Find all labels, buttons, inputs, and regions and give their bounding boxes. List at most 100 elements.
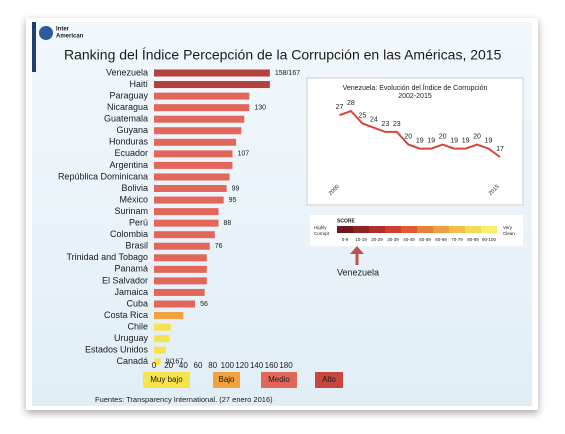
point-label: 19 <box>485 137 493 144</box>
score-left: Corrupt <box>314 231 330 236</box>
bar <box>154 92 250 100</box>
score-bin-label: 60-69 <box>435 237 447 242</box>
category-label: Chile <box>127 321 148 331</box>
value-label: 56 <box>200 301 208 308</box>
score-bin <box>401 226 417 233</box>
category-label: Venezuela <box>106 67 148 77</box>
bar <box>154 104 250 112</box>
category-label: Canadá <box>116 356 148 366</box>
point-label: 27 <box>336 104 344 111</box>
bar <box>154 115 245 123</box>
category-label: Guyana <box>116 125 148 135</box>
bar <box>154 69 270 77</box>
value-label: 95 <box>229 197 237 204</box>
x-tick-label: 20 <box>164 361 173 370</box>
category-label: Argentina <box>109 160 148 170</box>
score-bin <box>433 226 449 233</box>
category-label: Panamá <box>114 264 148 274</box>
x-tick-label: 60 <box>194 361 203 370</box>
bar <box>154 288 205 296</box>
category-label: Brasil <box>125 241 148 251</box>
score-bin <box>449 226 465 233</box>
accent-bar <box>32 22 36 72</box>
bar <box>154 173 230 181</box>
value-label: 88 <box>224 220 232 227</box>
point-label: 19 <box>416 137 424 144</box>
category-label: Ecuador <box>114 148 148 158</box>
category-label: Jamaica <box>114 287 148 297</box>
bar <box>154 323 171 331</box>
point-label: 19 <box>427 137 435 144</box>
category-label: Costa Rica <box>104 310 148 320</box>
point-label: 17 <box>496 146 504 153</box>
category-label: Paraguay <box>109 90 148 100</box>
score-bin-label: 50-59 <box>419 237 431 242</box>
score-bin-label: 10-19 <box>355 237 367 242</box>
category-label: República Dominicana <box>58 171 148 181</box>
value-label: 99 <box>232 185 240 192</box>
score-left: Highly <box>314 225 327 230</box>
score-bin-label: 80-89 <box>467 237 479 242</box>
category-label: El Salvador <box>102 275 148 285</box>
bar <box>154 277 207 285</box>
category-label: Guatemala <box>104 114 148 124</box>
bar <box>154 161 233 169</box>
score-bin <box>337 226 353 233</box>
category-label: Perú <box>129 218 148 228</box>
x-tick-label: 100 <box>221 361 235 370</box>
score-bin-label: 20-29 <box>371 237 383 242</box>
bar <box>154 150 233 158</box>
value-label: 130 <box>254 104 266 111</box>
legend-swatch <box>261 372 297 388</box>
score-bin <box>481 226 497 233</box>
legend-swatch <box>213 372 240 388</box>
bar <box>154 127 242 135</box>
point-label: 19 <box>450 137 458 144</box>
point-label: 28 <box>347 100 355 107</box>
point-label: 20 <box>404 133 412 140</box>
logo-icon <box>39 26 53 40</box>
bar <box>154 219 219 227</box>
slide-title: Ranking del Índice Percepción de la Corr… <box>64 47 502 63</box>
legend-label: Medio <box>268 375 290 384</box>
line <box>339 109 501 158</box>
inset-title: Venezuela: Evolución del Índice de Corru… <box>343 83 488 92</box>
x-tick-label: 120 <box>235 361 249 370</box>
legend-label: Bajo <box>218 375 235 384</box>
logo-text: American <box>56 34 84 40</box>
point-label: 24 <box>370 117 378 124</box>
category-label: Nicaragua <box>107 102 148 112</box>
point-label: 19 <box>462 137 470 144</box>
point-label: 25 <box>359 112 367 119</box>
category-label: México <box>119 194 148 204</box>
x-tick-label: 40 <box>179 361 188 370</box>
value-label: 76 <box>215 243 223 250</box>
category-label: Bolivia <box>121 183 148 193</box>
bar <box>154 196 224 204</box>
marker-label: Venezuela <box>337 267 379 277</box>
score-bin <box>385 226 401 233</box>
bar <box>154 265 207 273</box>
bar <box>154 300 196 308</box>
score-bin-label: 70-79 <box>451 237 463 242</box>
inset-panel <box>306 77 524 206</box>
category-label: Uruguay <box>114 333 149 343</box>
score-bin <box>353 226 369 233</box>
score-right: Very <box>503 225 513 230</box>
bar <box>154 312 184 320</box>
bar <box>154 138 237 146</box>
value-label: 158/167 <box>275 70 300 77</box>
score-bin-label: 40-49 <box>403 237 415 242</box>
score-right: Clean <box>503 231 515 236</box>
marker-arrowhead <box>350 246 364 254</box>
logo-text: Inter <box>56 27 70 33</box>
score-bin <box>417 226 433 233</box>
bar <box>154 81 270 89</box>
bar <box>154 254 207 262</box>
score-bin-label: 0-9 <box>342 237 349 242</box>
category-label: Surinam <box>114 206 148 216</box>
legend-swatch <box>143 372 190 388</box>
point-label: 20 <box>473 133 481 140</box>
x-tick-label: 180 <box>279 361 293 370</box>
